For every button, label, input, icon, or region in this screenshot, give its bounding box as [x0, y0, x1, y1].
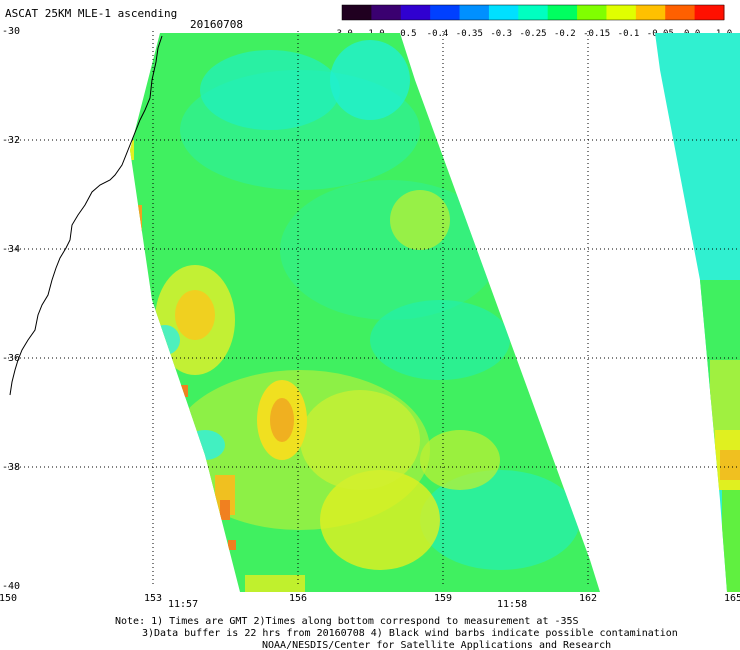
colorbar-tick-label: -0.1	[618, 29, 640, 39]
map-date: 20160708	[190, 18, 243, 31]
colorbar-tick-label: -0.3	[490, 29, 512, 39]
colorbar-tick-label: -0.5	[395, 29, 417, 39]
note-line-1: Note: 1) Times are GMT 2)Times along bot…	[115, 616, 579, 627]
colorbar-swatch	[547, 5, 578, 20]
coastline	[9, 35, 163, 396]
colorbar-swatch	[371, 5, 402, 20]
colorbar-tick-label: -0.4	[427, 29, 449, 39]
colorbar-swatch	[400, 5, 431, 20]
colorbar: -3.0-1.0-0.5-0.4-0.35-0.3-0.25-0.2-0.15-…	[331, 4, 732, 39]
lat-label: -32	[2, 135, 20, 146]
lat-label: -30	[2, 26, 20, 37]
colorbar-tick-label: -0.2	[554, 29, 576, 39]
colorbar-tick-label: -0.35	[456, 29, 483, 39]
colorbar-swatch	[518, 5, 549, 20]
colorbar-swatch	[577, 5, 607, 20]
lon-label: 162	[579, 593, 597, 604]
lon-label: 159	[434, 593, 452, 604]
lat-label: -38	[2, 462, 20, 473]
note-line-3: NOAA/NESDIS/Center for Satellite Applica…	[262, 640, 611, 650]
graticule	[8, 31, 740, 586]
lat-label: -36	[2, 353, 20, 364]
lat-label: -40	[2, 581, 20, 592]
colorbar-swatch	[606, 5, 637, 20]
colorbar-swatch	[430, 5, 461, 20]
swath-east	[655, 33, 740, 592]
swath-west	[130, 33, 600, 592]
colorbar-swatch	[694, 5, 725, 20]
colorbar-swatch	[459, 5, 490, 20]
colorbar-swatch	[488, 5, 519, 20]
lon-label: 150	[0, 593, 17, 604]
pass-time-west: 11:57	[168, 599, 198, 610]
colorbar-swatch	[665, 5, 696, 20]
lon-label: 156	[289, 593, 307, 604]
lon-label: 153	[144, 593, 162, 604]
lat-label: -34	[2, 244, 20, 255]
colorbar-swatch	[342, 5, 372, 20]
pass-time-east: 11:58	[497, 599, 527, 610]
lon-label: 165	[724, 593, 740, 604]
colorbar-swatch	[635, 5, 666, 20]
axis-labels: 150 153 156 159 162 165 -30 -32 -34 -36 -38 -40	[0, 26, 740, 604]
note-line-2: 3)Data buffer is 22 hrs from 20160708 4)…	[142, 628, 678, 639]
colorbar-tick-label: -0.25	[519, 29, 546, 39]
colorbar-tick-label: -0.15	[583, 29, 610, 39]
map-title: ASCAT 25KM MLE-1 ascending	[5, 7, 177, 20]
